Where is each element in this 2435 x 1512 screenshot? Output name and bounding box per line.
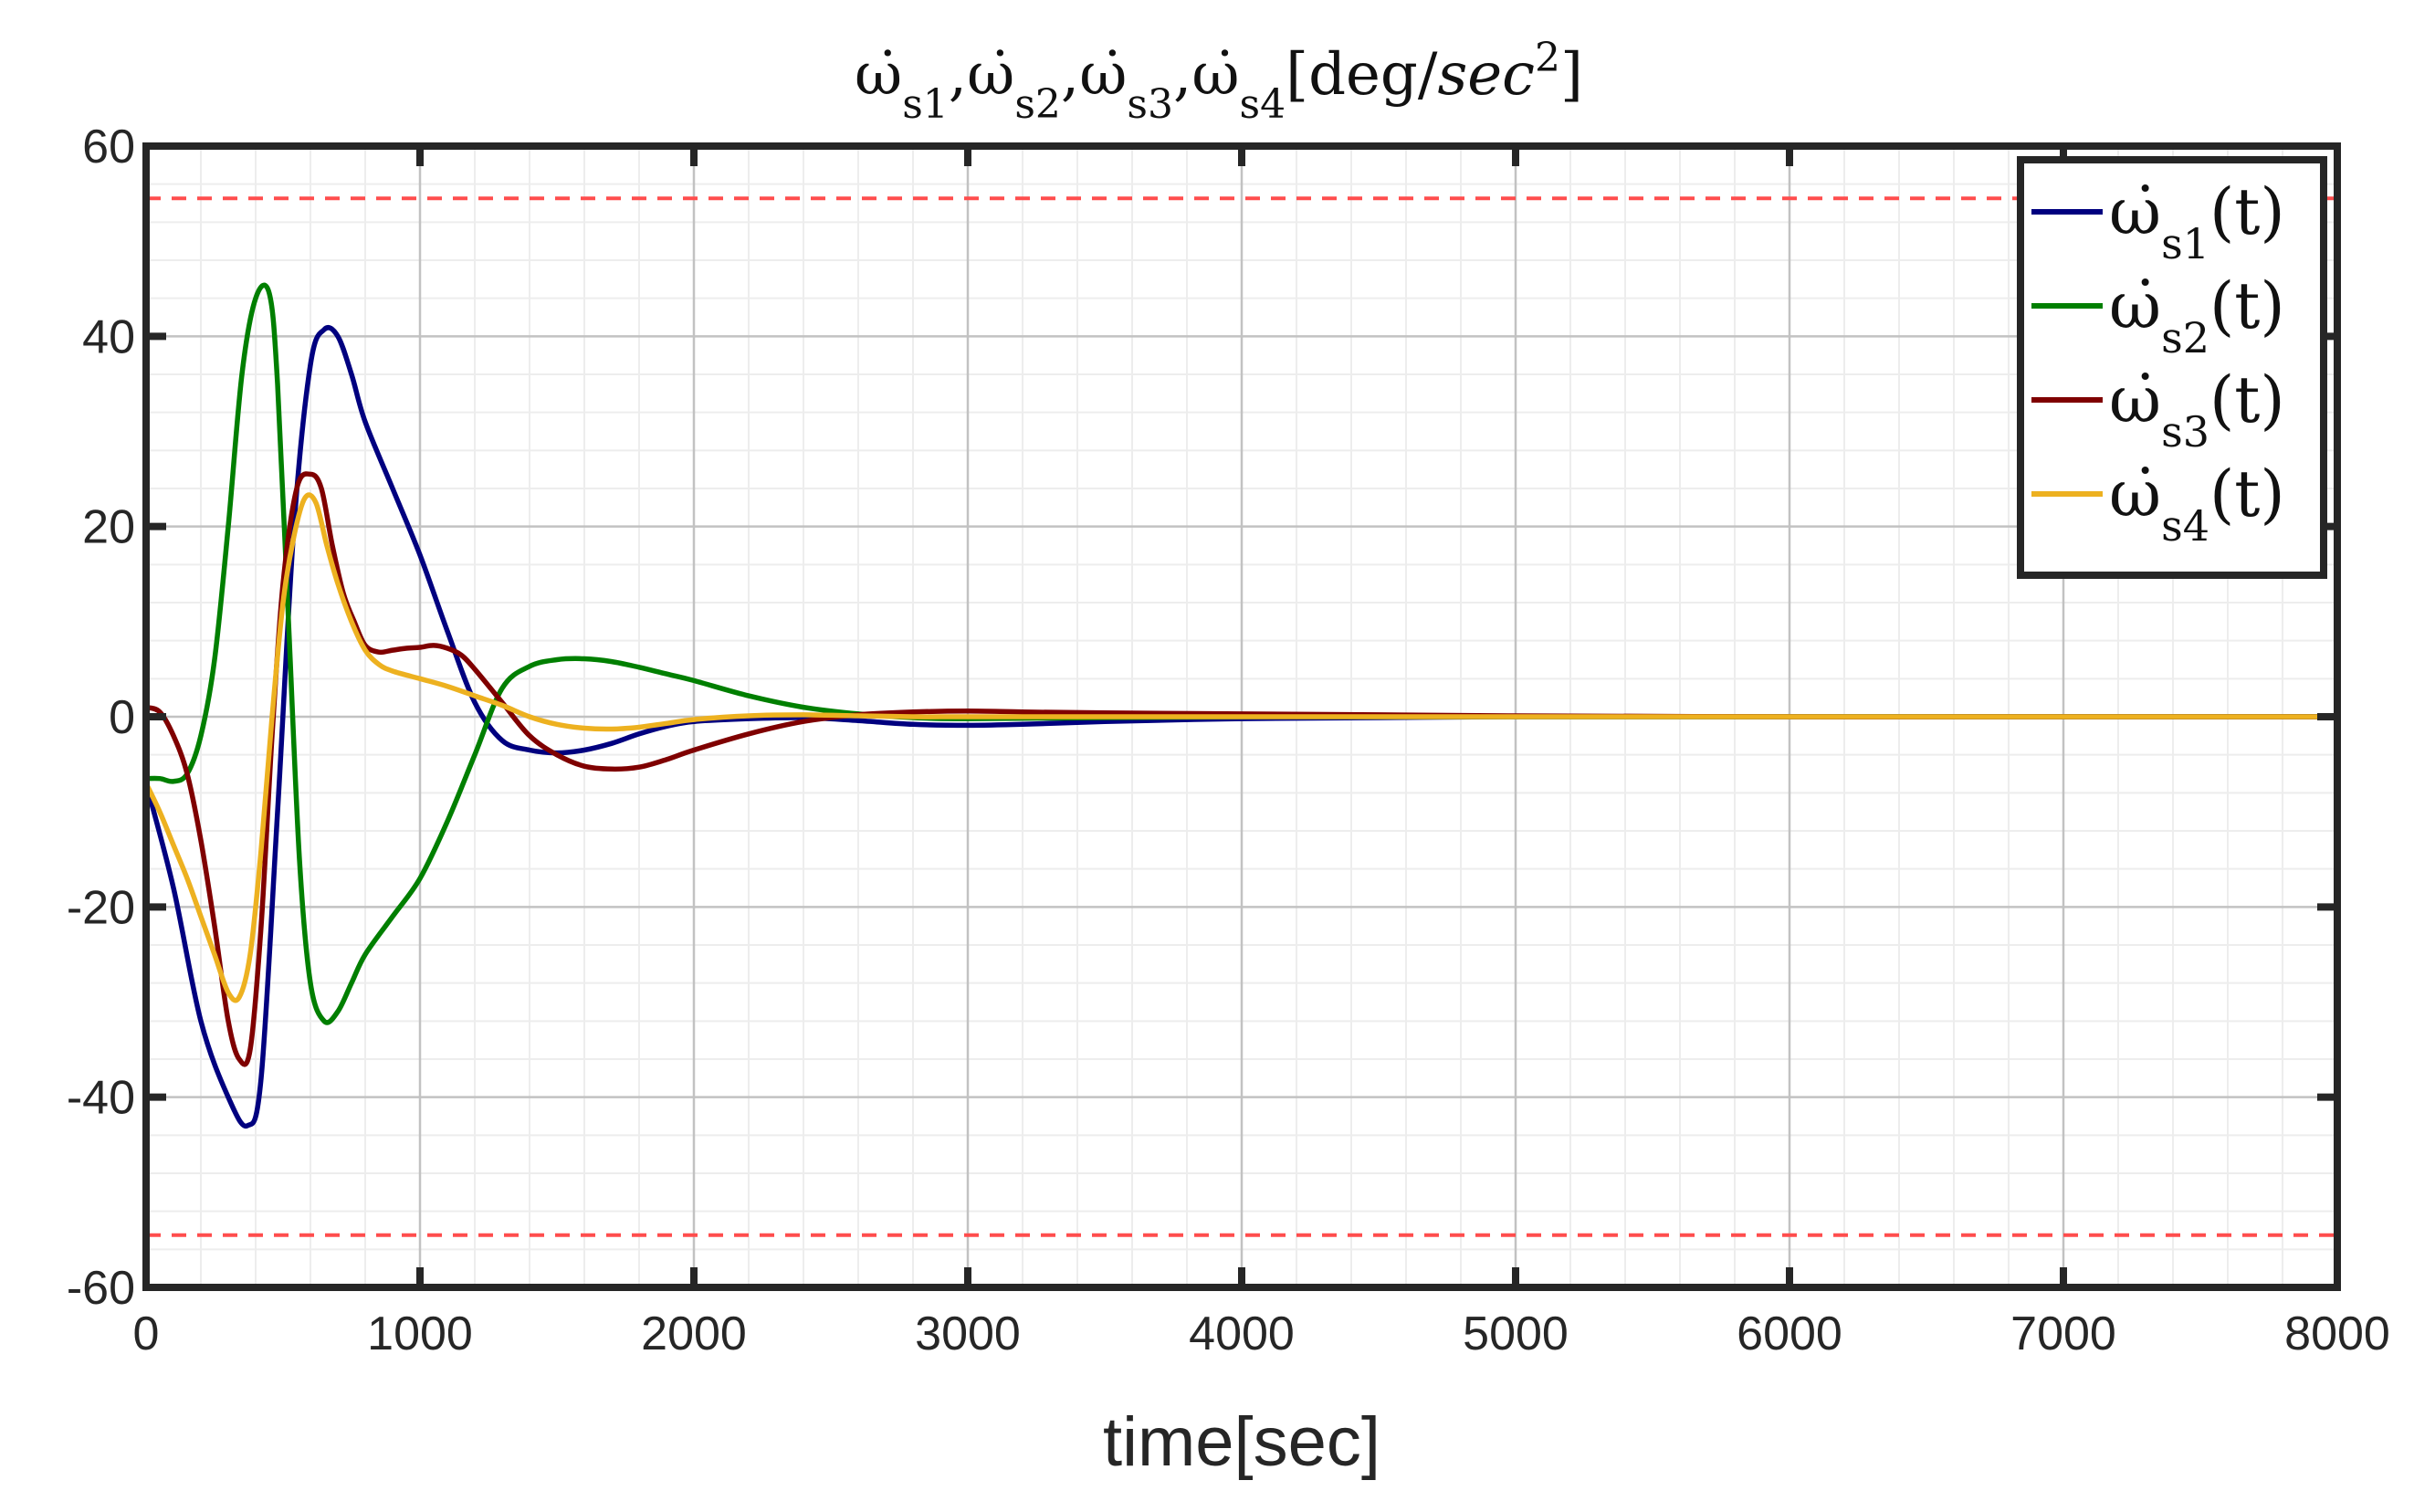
x-tick-label: 7000 bbox=[2010, 1307, 2116, 1360]
x-axis-label: time[sec] bbox=[1103, 1403, 1380, 1481]
legend-label-3: ω̇s3(t) bbox=[2109, 362, 2285, 457]
y-tick-labels: -60 -40 -20 0 20 40 60 bbox=[67, 121, 135, 1315]
chart-title: ω̇s1,ω̇s2,ω̇s3,ω̇s4[deg/sec2] bbox=[855, 35, 1583, 128]
x-tick-labels: 0 1000 2000 3000 4000 5000 6000 7000 8000 bbox=[133, 1307, 2390, 1360]
y-tick-label: -60 bbox=[67, 1262, 135, 1315]
y-tick-label: 60 bbox=[82, 121, 135, 173]
x-tick-label: 8000 bbox=[2284, 1307, 2390, 1360]
x-tick-label: 3000 bbox=[915, 1307, 1021, 1360]
x-tick-label: 6000 bbox=[1737, 1307, 1842, 1360]
series-lines bbox=[143, 282, 2340, 1129]
legend-box bbox=[2017, 156, 2327, 579]
legend-label-4: ω̇s4(t) bbox=[2109, 457, 2285, 551]
tick-marks bbox=[142, 142, 2341, 1291]
x-tick-label: 5000 bbox=[1463, 1307, 1569, 1360]
y-tick-label: 20 bbox=[82, 501, 135, 554]
legend: ω̇s1(t)ω̇s2(t)ω̇s3(t)ω̇s4(t) bbox=[2017, 156, 2327, 579]
series-line-3 bbox=[143, 471, 2340, 1067]
y-tick-label: -20 bbox=[67, 881, 135, 934]
x-tick-label: 2000 bbox=[641, 1307, 747, 1360]
y-tick-label: 0 bbox=[109, 691, 135, 744]
y-tick-label: -40 bbox=[67, 1072, 135, 1125]
legend-label-2: ω̇s2(t) bbox=[2109, 268, 2285, 362]
x-tick-label: 1000 bbox=[367, 1307, 473, 1360]
legend-label-1: ω̇s1(t) bbox=[2109, 174, 2285, 268]
series-line-4 bbox=[143, 492, 2340, 1003]
limit-lines bbox=[146, 196, 2337, 1237]
x-tick-label: 4000 bbox=[1189, 1307, 1295, 1360]
x-tick-label: 0 bbox=[133, 1307, 160, 1360]
y-tick-label: 40 bbox=[82, 310, 135, 363]
